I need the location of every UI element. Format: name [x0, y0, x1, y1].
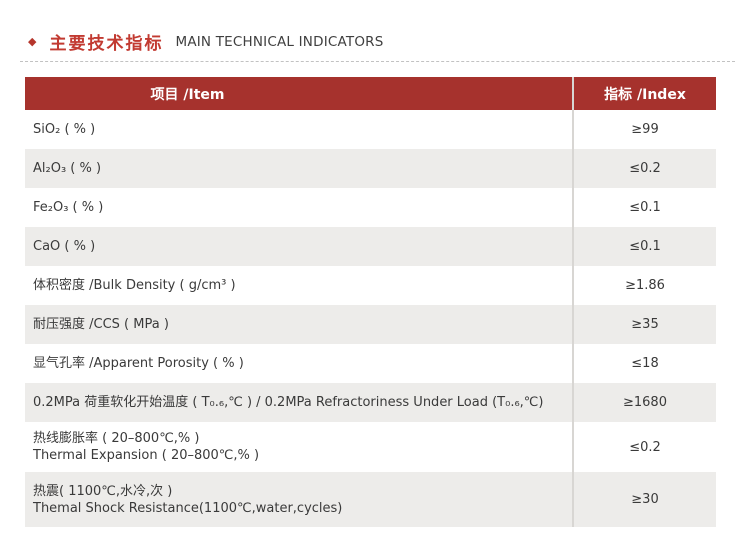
item-cell: SiO₂ ( % )	[25, 110, 572, 149]
table-row: CaO ( % ) ≤0.1	[25, 227, 716, 266]
indicators-table: 项目 /Item 指标 /Index SiO₂ ( % ) ≥99 Al₂O₃ …	[25, 77, 716, 527]
item-text: 0.2MPa 荷重软化开始温度 ( T₀.₆,℃ ) / 0.2MPa Refr…	[33, 395, 544, 410]
item-text: 显气孔率 /Apparent Porosity ( % )	[33, 356, 244, 371]
item-cell: 耐压强度 /CCS ( MPa )	[25, 305, 572, 344]
index-cell: ≥30	[572, 472, 716, 527]
item-text: 体积密度 /Bulk Density ( g/cm³ )	[33, 278, 236, 293]
index-cell: ≤0.1	[572, 188, 716, 227]
table-row: Fe₂O₃ ( % ) ≤0.1	[25, 188, 716, 227]
item-text-line2: Themal Shock Resistance(1100℃,water,cycl…	[33, 500, 343, 516]
item-cell: 显气孔率 /Apparent Porosity ( % )	[25, 344, 572, 383]
item-cell: Fe₂O₃ ( % )	[25, 188, 572, 227]
table-row: 体积密度 /Bulk Density ( g/cm³ ) ≥1.86	[25, 266, 716, 305]
item-text: 耐压强度 /CCS ( MPa )	[33, 317, 169, 332]
item-text-line1: 热线膨胀率 ( 20–800℃,% )	[33, 431, 200, 446]
table-row: 热线膨胀率 ( 20–800℃,% ) Thermal Expansion ( …	[25, 422, 716, 472]
section-title-en: MAIN TECHNICAL INDICATORS	[175, 33, 384, 50]
table-row: Al₂O₃ ( % ) ≤0.2	[25, 149, 716, 188]
item-text-line2: Thermal Expansion ( 20–800℃,% )	[33, 448, 260, 463]
item-cell: 体积密度 /Bulk Density ( g/cm³ )	[25, 266, 572, 305]
index-cell: ≥99	[572, 110, 716, 149]
index-cell: ≤0.1	[572, 227, 716, 266]
index-cell: ≤0.2	[572, 422, 716, 472]
item-cell: 热线膨胀率 ( 20–800℃,% ) Thermal Expansion ( …	[25, 422, 572, 472]
item-cell: CaO ( % )	[25, 227, 572, 266]
index-cell: ≥1.86	[572, 266, 716, 305]
item-text-line1: 热震( 1100℃,水冷,次 )	[33, 483, 173, 499]
col-header-index: 指标 /Index	[572, 77, 716, 110]
col-header-item: 项目 /Item	[150, 86, 225, 103]
item-cell: 0.2MPa 荷重软化开始温度 ( T₀.₆,℃ ) / 0.2MPa Refr…	[25, 383, 572, 422]
item-cell: Al₂O₃ ( % )	[25, 149, 572, 188]
table-row: 显气孔率 /Apparent Porosity ( % ) ≤18	[25, 344, 716, 383]
table-header-row: 项目 /Item 指标 /Index	[25, 77, 716, 110]
table-row: 热震( 1100℃,水冷,次 ) Themal Shock Resistance…	[25, 472, 716, 527]
table-row: 耐压强度 /CCS ( MPa ) ≥35	[25, 305, 716, 344]
item-text: SiO₂ ( % )	[33, 122, 96, 137]
index-cell: ≥1680	[572, 383, 716, 422]
dashed-divider	[20, 61, 735, 62]
section-title-zh: 主要技术指标	[49, 34, 164, 54]
item-text: Fe₂O₃ ( % )	[33, 200, 104, 215]
index-cell: ≤0.2	[572, 149, 716, 188]
item-text: Al₂O₃ ( % )	[33, 161, 102, 176]
table-row: 0.2MPa 荷重软化开始温度 ( T₀.₆,℃ ) / 0.2MPa Refr…	[25, 383, 716, 422]
diamond-bullet-icon: ◆	[28, 35, 37, 48]
item-cell: 热震( 1100℃,水冷,次 ) Themal Shock Resistance…	[25, 472, 572, 527]
index-cell: ≤18	[572, 344, 716, 383]
index-cell: ≥35	[572, 305, 716, 344]
item-text: CaO ( % )	[33, 239, 96, 254]
table-row: SiO₂ ( % ) ≥99	[25, 110, 716, 149]
section-header: ◆ 主要技术指标 MAIN TECHNICAL INDICATORS	[28, 29, 384, 55]
